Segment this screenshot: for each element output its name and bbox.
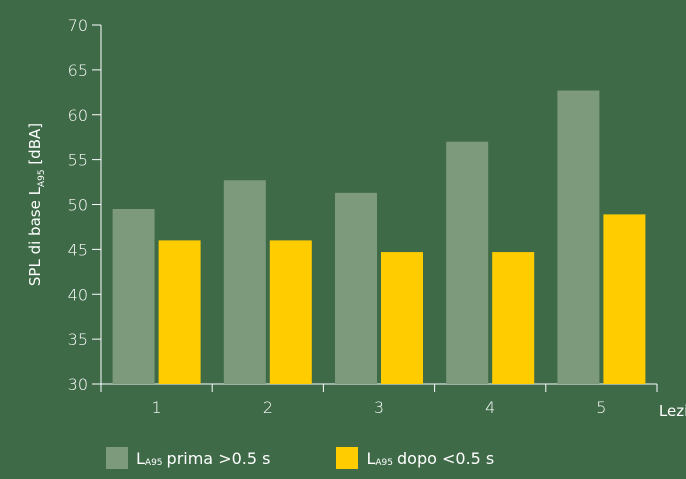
y-tick-label: 55: [68, 151, 88, 170]
bar-after: [603, 214, 646, 384]
x-tick-label: 3: [374, 398, 384, 417]
legend-item-after: L A95 dopo <0.5 s: [336, 447, 494, 469]
legend-item-before: L A95 prima >0.5 s: [106, 447, 270, 469]
legend-sub-before: A95: [144, 458, 163, 468]
legend-label-before: prima >0.5 s: [166, 448, 271, 468]
legend: L A95 prima >0.5 s L A95 dopo <0.5 s: [106, 445, 560, 471]
bar-before: [112, 208, 155, 384]
legend-swatch-after: [336, 447, 359, 469]
y-tick-label: 60: [68, 106, 88, 125]
bar-after: [158, 240, 201, 384]
y-tick-label: 40: [68, 285, 88, 304]
legend-swatch-before: [106, 447, 128, 469]
x-tick-label: 4: [485, 398, 495, 417]
y-tick-label: 70: [68, 16, 88, 35]
y-tick-label: 50: [68, 196, 88, 215]
bar-after: [381, 252, 423, 384]
legend-prefix-after: L: [366, 448, 376, 468]
bar-before: [557, 90, 600, 384]
chart-labels: 30354045505560657012345LezioniSPL di bas…: [26, 16, 686, 420]
bar-after: [269, 240, 312, 384]
bar-before: [223, 180, 266, 384]
bar-before: [335, 192, 377, 384]
legend-label-after: dopo <0.5 s: [397, 448, 495, 468]
y-axis-title: SPL di base LA95 [dBA]: [26, 123, 47, 286]
legend-prefix-before: L: [136, 448, 145, 468]
x-tick-label: 2: [263, 398, 273, 417]
legend-sub-after: A95: [375, 458, 393, 468]
chart-bars: [112, 90, 646, 384]
bar-before: [446, 141, 489, 384]
bar-after: [492, 252, 535, 384]
x-tick-label: 1: [152, 398, 162, 417]
x-axis-title: Lezioni: [659, 402, 686, 420]
x-tick-label: 5: [596, 398, 606, 417]
y-tick-label: 45: [68, 240, 88, 259]
y-tick-label: 65: [68, 61, 88, 80]
y-tick-label: 30: [68, 375, 88, 394]
y-tick-label: 35: [68, 330, 88, 349]
